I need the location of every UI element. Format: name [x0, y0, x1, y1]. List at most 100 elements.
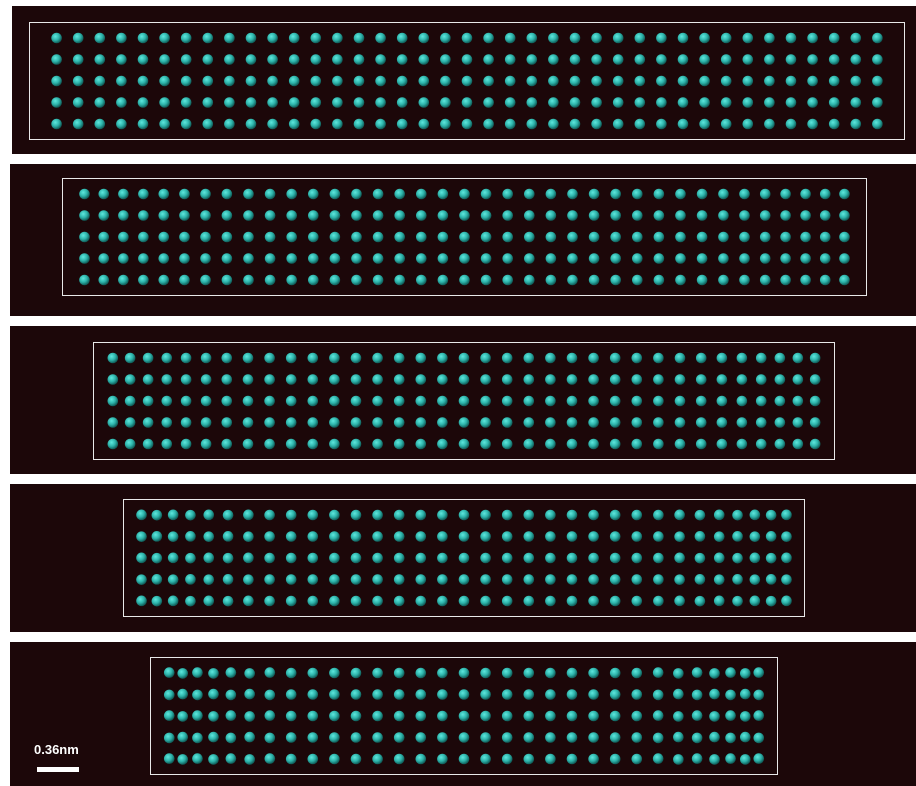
atom	[415, 552, 427, 564]
atom	[759, 188, 771, 200]
atom	[200, 188, 211, 200]
atom	[394, 253, 406, 264]
atom	[720, 118, 732, 130]
panel-5	[10, 642, 916, 786]
atom	[501, 595, 513, 607]
atom	[264, 689, 276, 701]
atom	[674, 374, 686, 385]
atom	[116, 75, 127, 87]
atom	[480, 417, 491, 428]
atom	[523, 509, 535, 521]
atom	[285, 374, 297, 385]
atom	[545, 374, 556, 385]
atom	[716, 417, 728, 428]
atom	[677, 118, 689, 130]
atom	[694, 595, 706, 607]
atom	[458, 374, 470, 385]
atom	[307, 395, 319, 407]
atom	[461, 75, 473, 87]
atom	[351, 210, 362, 221]
atom	[713, 552, 725, 564]
atom	[437, 253, 449, 264]
atom	[158, 253, 170, 264]
atom	[393, 689, 405, 700]
simulation-box-frame	[62, 178, 867, 296]
atom	[136, 509, 147, 521]
atom	[242, 395, 254, 407]
atom	[800, 188, 811, 200]
atom	[264, 374, 275, 385]
atom	[159, 118, 170, 130]
atom	[785, 32, 797, 44]
atom	[415, 395, 427, 407]
atom	[221, 395, 233, 407]
atom	[415, 732, 427, 743]
atom	[709, 754, 720, 765]
atom	[459, 210, 470, 221]
atom	[458, 531, 470, 542]
atom	[545, 253, 557, 264]
atom	[244, 711, 255, 722]
atom	[780, 231, 791, 243]
atom	[569, 97, 581, 108]
atom	[480, 753, 491, 765]
atom	[245, 97, 257, 108]
atom	[167, 595, 179, 607]
atom	[285, 438, 297, 450]
atom	[396, 118, 408, 130]
atom	[415, 667, 427, 679]
atom	[656, 75, 667, 87]
atom	[501, 417, 513, 428]
atom	[138, 231, 149, 243]
atom	[483, 97, 494, 108]
atom	[656, 97, 667, 108]
atom	[523, 374, 535, 385]
atom	[502, 210, 513, 221]
atom	[725, 732, 736, 744]
atom	[609, 438, 621, 450]
atom	[800, 274, 811, 286]
atom	[755, 438, 767, 450]
atom	[243, 231, 254, 243]
atom	[167, 552, 179, 564]
atom	[243, 574, 254, 585]
atom	[79, 253, 90, 264]
atom	[652, 732, 664, 744]
atom	[307, 417, 319, 428]
atom	[329, 395, 340, 407]
atom	[221, 188, 233, 200]
atom	[94, 118, 106, 130]
atom	[720, 75, 732, 87]
atom	[192, 710, 203, 721]
atom	[285, 531, 297, 542]
atom	[285, 574, 297, 585]
atom	[396, 97, 408, 108]
atom	[51, 75, 62, 87]
simulation-box-frame	[150, 657, 778, 775]
atom	[242, 374, 254, 385]
atom	[609, 352, 621, 364]
atom	[674, 417, 686, 428]
atom	[566, 438, 578, 450]
atom	[350, 438, 362, 450]
atom	[375, 97, 386, 108]
atom	[393, 595, 405, 607]
atom	[245, 75, 257, 87]
atom	[396, 54, 408, 65]
atom	[372, 710, 383, 722]
atom	[588, 210, 600, 221]
atom	[202, 32, 214, 44]
atom	[329, 188, 341, 200]
atom	[440, 97, 451, 108]
atom	[203, 509, 215, 521]
atom	[545, 417, 556, 428]
atom	[418, 97, 430, 108]
atom	[245, 118, 257, 130]
atom	[526, 32, 538, 44]
atom	[696, 188, 708, 200]
atom	[609, 374, 621, 385]
atom	[675, 188, 686, 200]
atom	[158, 210, 170, 221]
atom	[566, 417, 578, 428]
atom	[764, 97, 775, 108]
